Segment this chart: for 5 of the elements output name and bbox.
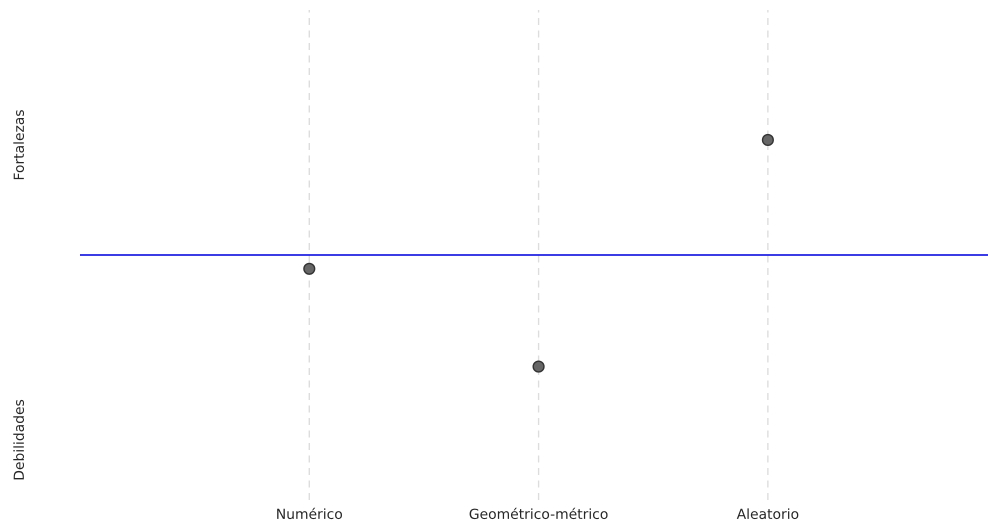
x-tick-label: Aleatorio [736,508,798,520]
text: Fortalezas [13,110,24,180]
x-tick-label: Geométrico-métrico [470,508,608,520]
text: Debilidades [13,400,24,480]
x-tick-label: Numérico [277,508,342,520]
